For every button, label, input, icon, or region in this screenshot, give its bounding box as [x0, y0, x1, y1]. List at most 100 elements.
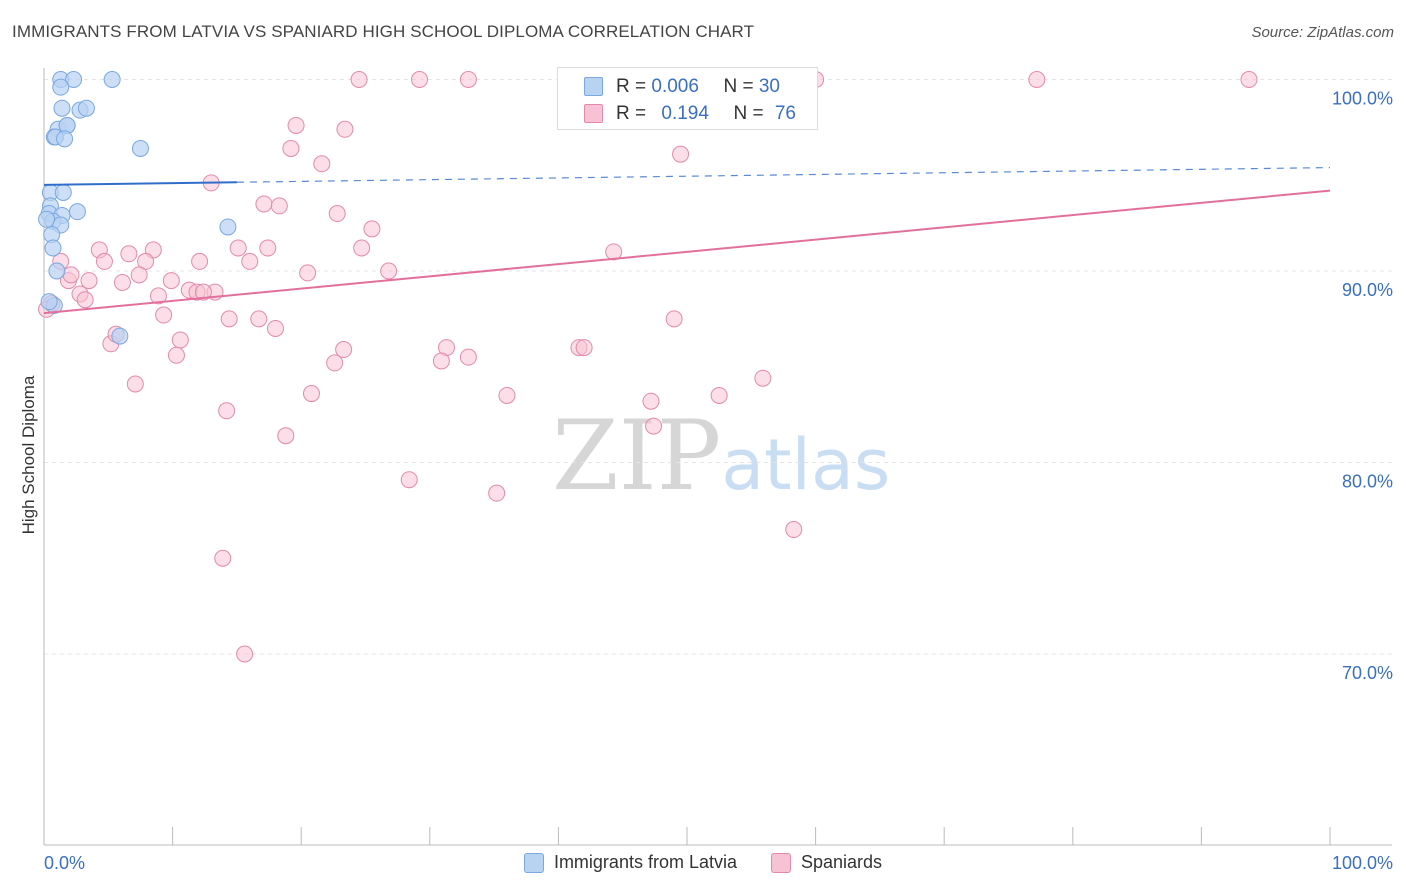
spaniards-point	[400, 471, 418, 489]
latvia-point	[48, 262, 66, 280]
axes	[43, 68, 1392, 846]
spaniards-point	[162, 272, 180, 290]
spaniards-point	[167, 346, 185, 364]
stats-n-label: N =	[733, 103, 769, 124]
spaniards-point	[326, 354, 344, 372]
latvia-point	[68, 203, 86, 221]
spaniards-point	[363, 220, 381, 238]
spaniards-point	[250, 310, 268, 328]
spaniards-point	[191, 252, 209, 270]
spaniards-point	[218, 402, 236, 420]
latvia-point	[131, 139, 149, 157]
spaniards-point	[645, 417, 663, 435]
legend-swatch-spaniards	[771, 852, 791, 873]
spaniards-point	[488, 484, 506, 502]
stats-n-value-spaniards: 76	[774, 103, 796, 124]
latvia-point	[111, 327, 129, 345]
spaniards-point	[313, 155, 331, 173]
latvia-point	[77, 99, 95, 117]
spaniards-point	[62, 266, 80, 284]
spaniards-point	[1240, 71, 1258, 88]
source-label: Source: ZipAtlas.com	[1251, 24, 1394, 41]
spaniards-point	[270, 197, 288, 215]
stats-n-value-latvia: 30	[758, 76, 780, 97]
spaniards-point	[710, 386, 728, 404]
spaniards-point	[498, 386, 516, 404]
spaniards-point	[575, 339, 593, 357]
y-tick-label: 90.0%	[1342, 280, 1393, 300]
watermark-atlas: atlas	[721, 424, 891, 506]
legend-label-spaniards: Spaniards	[801, 852, 883, 872]
spaniards-point	[328, 205, 346, 223]
spaniards-point	[299, 264, 317, 282]
spaniards-point	[255, 195, 273, 213]
spaniards-points	[38, 71, 1258, 663]
spaniards-point	[605, 243, 623, 261]
tick-labels: 100.0% 90.0% 80.0% 70.0% 0.0% 100.0%	[44, 89, 1393, 874]
spaniards-point	[155, 306, 173, 324]
spaniards-point	[754, 369, 772, 387]
stats-box: R = 0.006 N = 30 R = 0.194 N = 76	[557, 67, 818, 130]
legend-swatch-latvia	[523, 852, 544, 873]
latvia-point	[38, 210, 56, 228]
latvia-point	[103, 71, 121, 88]
spaniards-point	[665, 310, 683, 328]
latvia-point	[219, 218, 237, 236]
spaniards-point	[126, 375, 144, 393]
latvia-point	[54, 183, 72, 201]
y-tick-label: 100.0%	[1332, 89, 1393, 109]
chart-title: IMMIGRANTS FROM LATVIA VS SPANIARD HIGH …	[12, 22, 755, 41]
x-tick-label: 100.0%	[1332, 853, 1393, 873]
spaniards-point	[220, 310, 238, 328]
spaniards-point	[287, 116, 305, 134]
spaniards-point	[266, 319, 284, 337]
spaniards-point	[335, 341, 353, 359]
spaniards-point	[353, 239, 371, 257]
latvia-point	[56, 130, 74, 148]
stats-r-value-latvia: 0.006	[651, 76, 699, 97]
latvia-points	[38, 71, 237, 345]
legend-item-spaniards[interactable]: Spaniards	[771, 852, 882, 873]
watermark-zip: ZIP	[552, 400, 722, 512]
spaniards-point	[350, 71, 368, 88]
spaniards-point	[642, 392, 660, 410]
stats-swatch-spaniards	[584, 104, 603, 123]
watermark: ZIPatlas	[552, 400, 890, 512]
spaniards-point	[229, 239, 247, 257]
spaniards-point	[282, 139, 300, 157]
spaniards-point	[236, 645, 254, 663]
spaniards-point	[459, 348, 477, 366]
spaniards-point	[241, 252, 259, 270]
spaniards-point	[80, 272, 98, 290]
spaniards-trendline	[43, 189, 1331, 315]
gridlines	[44, 79, 1392, 655]
spaniards-point	[149, 287, 167, 305]
spaniards-point	[194, 283, 212, 301]
latvia-trendline	[43, 181, 237, 186]
spaniards-point	[411, 71, 429, 88]
spaniards-point	[95, 252, 113, 270]
spaniards-point	[277, 427, 295, 445]
legend-label-latvia: Immigrants from Latvia	[553, 852, 737, 872]
spaniards-point	[76, 291, 94, 309]
latvia-point	[65, 71, 83, 88]
spaniards-point	[113, 273, 131, 291]
latvia-point	[44, 239, 62, 257]
spaniards-point	[1028, 71, 1046, 88]
latvia-point	[53, 99, 71, 117]
x-tick-label: 0.0%	[44, 853, 85, 873]
spaniards-point	[130, 266, 148, 284]
spaniards-point	[120, 245, 138, 263]
legend-item-latvia[interactable]: Immigrants from Latvia	[523, 852, 737, 873]
stats-swatch-latvia	[584, 77, 603, 96]
trendlines	[43, 166, 1331, 315]
spaniards-point	[214, 549, 232, 567]
latvia-point	[52, 78, 70, 96]
stats-r-label: R =	[616, 103, 652, 124]
spaniards-point	[171, 331, 189, 349]
latvia-point	[40, 293, 58, 311]
stats-r-value-spaniards: 0.194	[661, 103, 709, 124]
latvia-trendline-extension	[236, 166, 1331, 183]
spaniards-point	[459, 71, 477, 88]
spaniards-point	[336, 120, 354, 138]
